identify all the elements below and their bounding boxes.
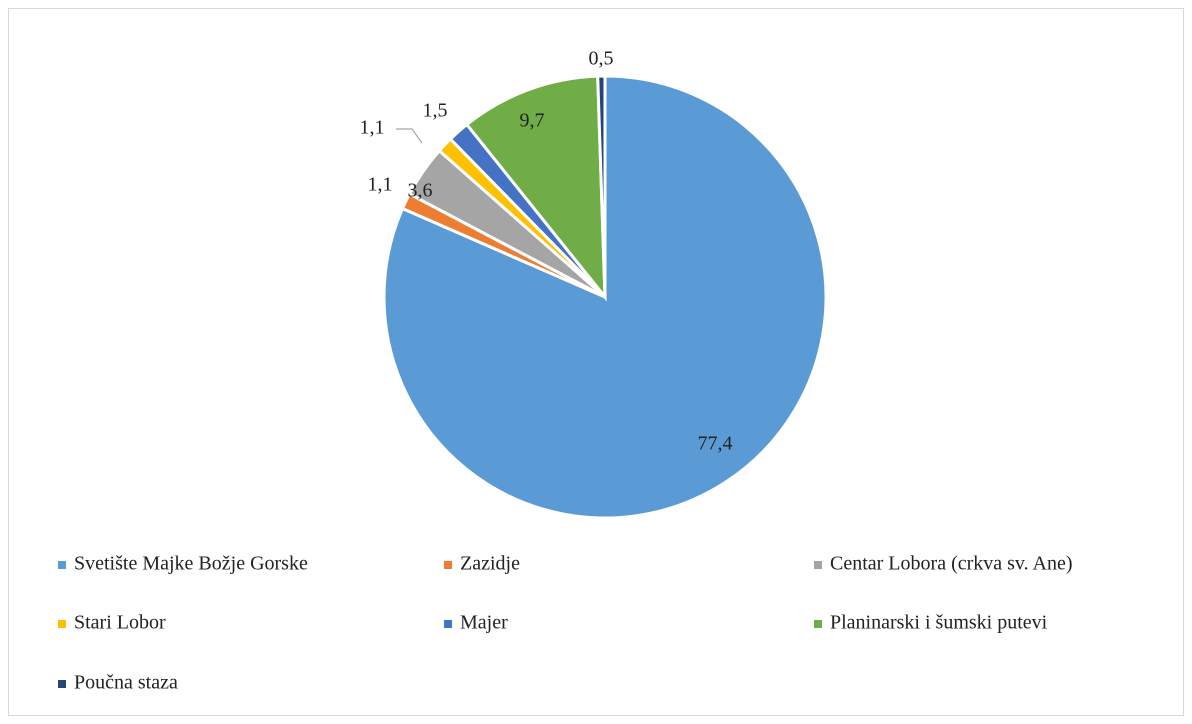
data-label: 0,5: [589, 48, 614, 70]
legend-label: Planinarski i šumski putevi: [830, 612, 1048, 634]
legend-label: Zazidje: [460, 553, 520, 575]
pie-slice: [596, 74, 607, 298]
legend-label: Majer: [460, 612, 508, 634]
legend-marker: [58, 620, 66, 628]
legend-label: Stari Lobor: [74, 612, 166, 634]
data-label: 1,1: [368, 174, 393, 196]
data-label: 9,7: [520, 110, 545, 132]
legend-label: Svetište Majke Božje Gorske: [74, 553, 308, 575]
pie-slice: [464, 74, 607, 302]
legend-marker: [444, 620, 452, 628]
legend-marker: [58, 680, 66, 688]
data-label: 1,5: [423, 100, 448, 122]
legend-marker: [814, 561, 822, 569]
leader-line: [396, 128, 423, 144]
data-label: 3,6: [408, 180, 433, 202]
legend-marker: [814, 620, 822, 628]
legend-marker: [444, 561, 452, 569]
data-label: 1,1: [360, 117, 385, 139]
legend-label: Poučna staza: [74, 672, 178, 694]
legend-label: Centar Lobora (crkva sv. Ane): [830, 553, 1073, 575]
data-label: 77,4: [698, 433, 733, 455]
legend-marker: [58, 561, 66, 569]
